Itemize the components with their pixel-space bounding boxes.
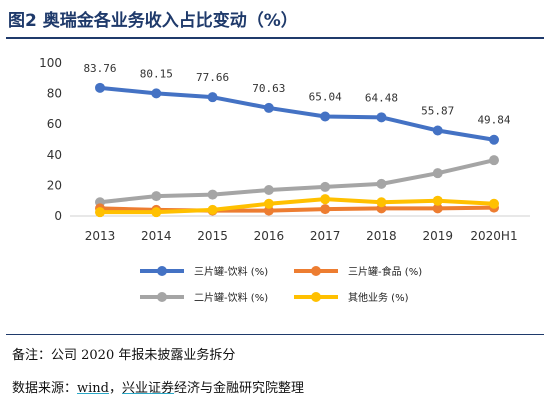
data-point <box>263 184 274 195</box>
source-org: 兴业证券 <box>122 381 175 396</box>
y-tick-label: 60 <box>47 117 62 131</box>
source-wind: wind <box>77 381 109 396</box>
data-point <box>95 207 105 218</box>
data-point <box>376 197 387 208</box>
legend-label: 其他业务 (%) <box>348 291 409 304</box>
source-line: 数据来源：wind，兴业证券经济与金融研究院整理 <box>12 377 304 396</box>
title-rule <box>6 37 544 39</box>
line-chart: 0 20 40 60 80 100 2013 2014 2015 2016 2017 2018 2019… <box>39 56 530 304</box>
legend-label: 三片罐-食品 (%) <box>348 265 422 278</box>
data-point <box>151 207 162 218</box>
data-point <box>207 189 218 200</box>
data-label: 77.66 <box>196 71 229 84</box>
y-tick-label: 40 <box>47 148 62 162</box>
data-point <box>432 203 443 214</box>
footer-rule <box>6 334 544 335</box>
data-point <box>432 195 443 206</box>
y-tick-label: 0 <box>54 209 62 223</box>
y-tick-label: 20 <box>47 178 62 192</box>
x-tick-label: 2019 <box>422 229 453 243</box>
data-point <box>489 155 499 166</box>
data-point <box>489 134 499 145</box>
legend-marker <box>157 266 167 276</box>
data-point <box>263 102 274 113</box>
legend-marker <box>311 292 321 302</box>
data-point <box>151 191 162 202</box>
series-line <box>100 197 495 215</box>
data-point <box>151 88 162 99</box>
data-point <box>320 204 331 215</box>
x-tick-label: 2018 <box>366 229 397 243</box>
title-bar: 图2 奥瑞金各业务收入占比变动（%） <box>6 4 544 39</box>
source-rest: 经济与金融研究院整理 <box>174 381 305 396</box>
data-label: 83.76 <box>83 62 116 75</box>
x-tick-label: 2017 <box>310 229 341 243</box>
legend-marker <box>311 266 321 276</box>
data-point <box>432 125 443 136</box>
data-label: 49.84 <box>477 114 510 127</box>
footnote: 备注：公司 2020 年报未披露业务拆分 <box>12 348 236 363</box>
x-tick-label: 2020H1 <box>470 229 517 243</box>
data-label: 55.87 <box>421 105 454 118</box>
data-point <box>95 82 105 93</box>
data-point <box>207 92 218 103</box>
y-tick-label: 100 <box>39 56 62 70</box>
x-tick-label: 2013 <box>85 229 116 243</box>
x-tick-label: 2016 <box>254 229 285 243</box>
y-tick-label: 80 <box>47 87 62 101</box>
data-point <box>263 205 274 216</box>
figure-title: 图2 奥瑞金各业务收入占比变动（%） <box>8 11 298 31</box>
series-line <box>99 158 495 205</box>
data-point <box>207 204 218 215</box>
x-tick-label: 2015 <box>197 229 228 243</box>
data-label: 64.48 <box>365 91 398 104</box>
data-point <box>320 111 331 122</box>
data-label: 65.04 <box>309 90 342 103</box>
data-label: 80.15 <box>140 67 173 80</box>
source-separator: ， <box>109 381 123 396</box>
data-point <box>320 194 331 205</box>
legend-label: 二片罐-饮料 (%) <box>194 291 268 304</box>
x-tick-label: 2014 <box>141 229 172 243</box>
data-point <box>489 198 499 209</box>
data-point <box>376 112 387 123</box>
source-prefix: 数据来源： <box>12 381 78 396</box>
series-line <box>99 85 495 142</box>
data-point <box>432 168 443 179</box>
data-point <box>320 181 331 192</box>
data-point <box>263 198 274 209</box>
legend-marker <box>157 292 167 302</box>
data-label: 70.63 <box>252 82 285 95</box>
data-point <box>376 178 387 189</box>
legend-label: 三片罐-饮料 (%) <box>194 265 268 278</box>
